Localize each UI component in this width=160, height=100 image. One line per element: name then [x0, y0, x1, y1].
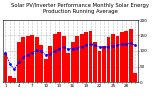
Bar	[62, 36, 66, 82]
Bar	[30, 35, 34, 82]
Bar	[107, 37, 110, 82]
Bar	[4, 53, 7, 82]
Bar	[44, 59, 48, 82]
Bar	[98, 51, 101, 82]
Bar	[111, 34, 115, 82]
Bar	[39, 45, 43, 82]
Bar	[124, 31, 128, 82]
Bar	[21, 37, 25, 82]
Bar	[66, 53, 70, 82]
Bar	[8, 76, 12, 82]
Bar	[71, 42, 75, 82]
Bar	[57, 32, 61, 82]
Bar	[53, 34, 57, 82]
Bar	[93, 42, 97, 82]
Bar	[12, 78, 16, 82]
Bar	[26, 36, 30, 82]
Bar	[80, 34, 84, 82]
Bar	[102, 46, 106, 82]
Bar	[75, 36, 79, 82]
Bar	[35, 37, 39, 82]
Bar	[116, 36, 119, 82]
Bar	[129, 29, 133, 82]
Bar	[17, 42, 21, 82]
Bar	[84, 32, 88, 82]
Bar	[120, 32, 124, 82]
Bar	[89, 31, 92, 82]
Text: Solar PV/Inverter Performance Monthly Solar Energy Production Running Average: Solar PV/Inverter Performance Monthly So…	[11, 3, 149, 14]
Bar	[48, 46, 52, 82]
Bar	[133, 73, 137, 82]
